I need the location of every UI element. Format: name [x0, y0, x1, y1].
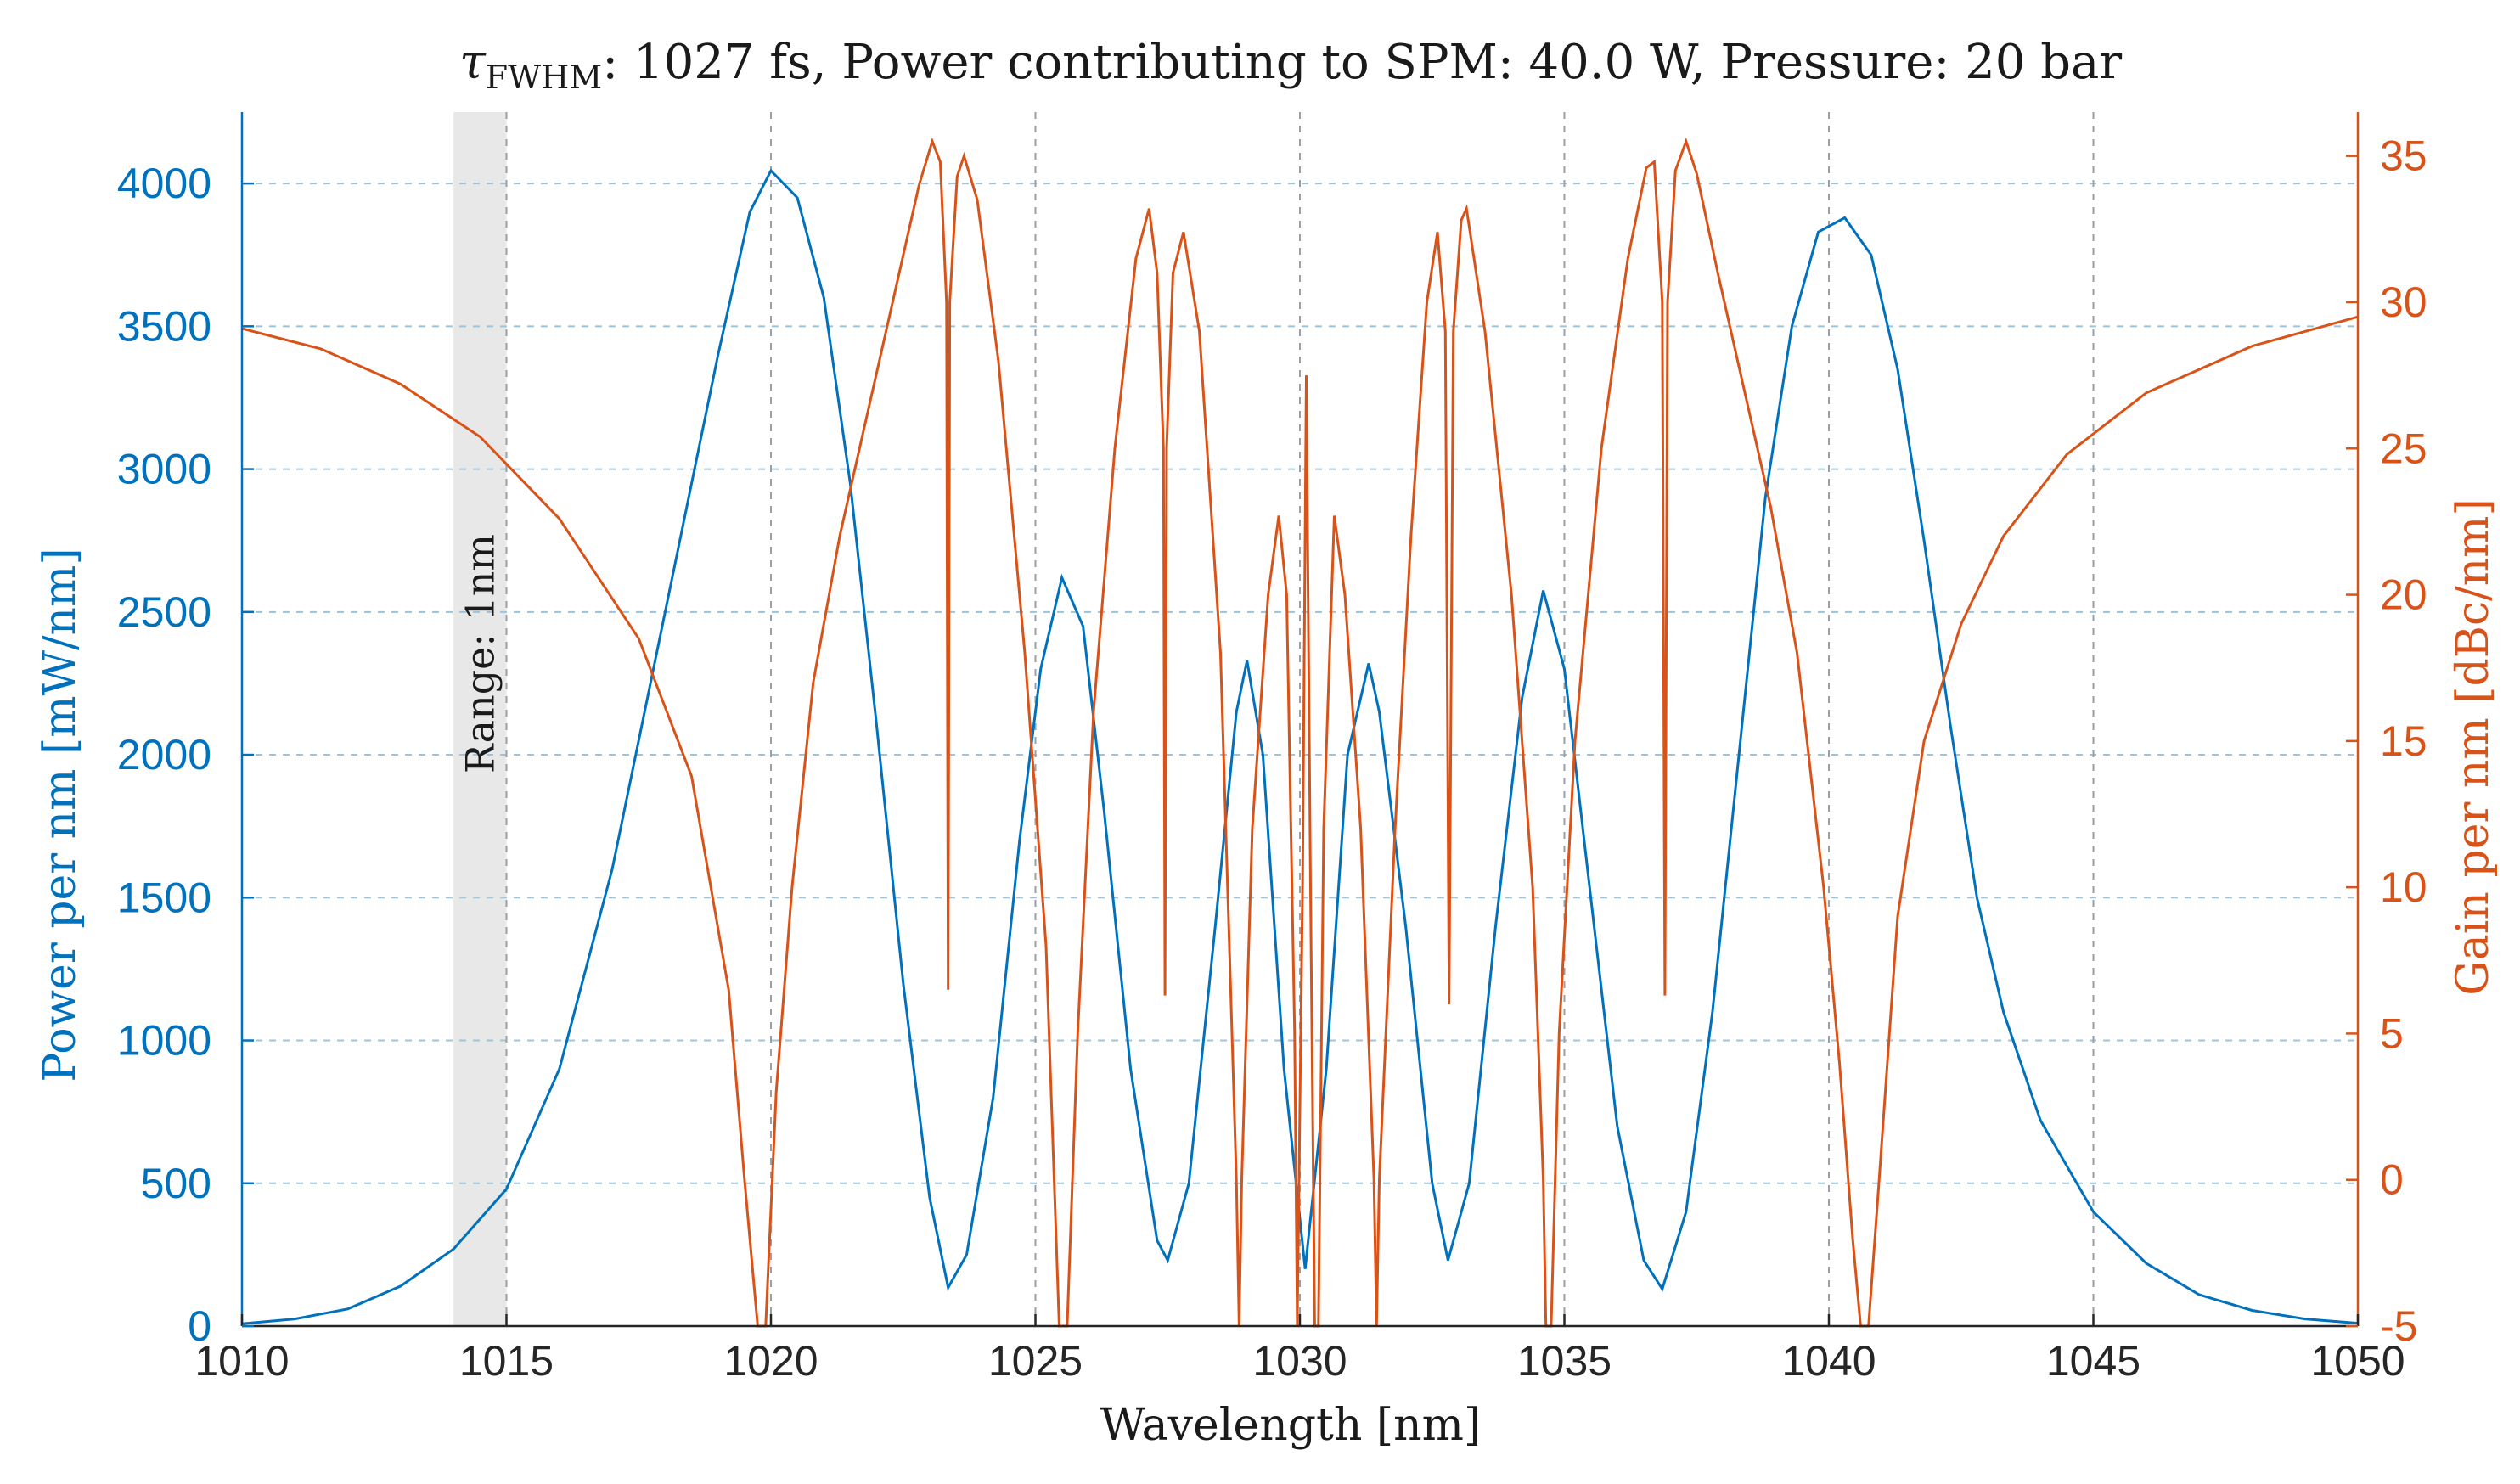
- x-tick-label: 1020: [723, 1337, 818, 1385]
- y-right-tick-label: -5: [2380, 1302, 2417, 1350]
- y-right-tick-label: 10: [2380, 863, 2427, 911]
- y-right-ticks: -5 0 5 10 15 20 25 30 35: [2346, 132, 2427, 1350]
- range-shade: [453, 112, 507, 1326]
- y-left-tick-label: 2500: [117, 588, 211, 636]
- chart-title: τFWHM: 1027 fs, Power contributing to SP…: [459, 35, 2123, 96]
- gain-series-line: [241, 137, 2359, 1328]
- y-right-tick-label: 5: [2380, 1009, 2404, 1057]
- x-tick-label: 1015: [459, 1337, 554, 1385]
- x-tick-label: 1050: [2310, 1337, 2405, 1385]
- y-right-tick-label: 25: [2380, 424, 2427, 472]
- title-subscript: FWHM: [486, 59, 602, 96]
- y-right-tick-label: 0: [2380, 1156, 2404, 1204]
- y-left-tick-label: 2000: [117, 731, 211, 779]
- range-annotation: Range: 1nm: [457, 534, 503, 773]
- y-right-tick-label: 30: [2380, 278, 2427, 326]
- title-rest: : 1027 fs, Power contributing to SPM: 40…: [602, 35, 2122, 90]
- y-right-tick-label: 15: [2380, 717, 2427, 765]
- x-tick-label: 1035: [1517, 1337, 1612, 1385]
- y-left-tick-label: 4000: [117, 160, 211, 207]
- x-tick-label: 1040: [1781, 1337, 1876, 1385]
- y-left-ticks: 0 500 1000 1500 2000 2500 3000 3500 4000: [117, 160, 254, 1350]
- y-left-tick-label: 1000: [117, 1017, 211, 1065]
- y-left-tick-label: 0: [188, 1302, 211, 1350]
- y-left-tick-label: 500: [141, 1160, 211, 1207]
- x-tick-label: 1010: [194, 1337, 289, 1385]
- x-tick-label: 1045: [2046, 1337, 2140, 1385]
- y-right-tick-label: 20: [2380, 571, 2427, 619]
- x-ticks: 1010 1015 1020 1025 1030 1035 1040 1045 1050: [194, 1314, 2405, 1385]
- x-axis-label: Wavelength [nm]: [1100, 1400, 1482, 1451]
- y-left-axis-label: Power per nm [mW/nm]: [35, 548, 86, 1082]
- x-tick-label: 1025: [988, 1337, 1083, 1385]
- y-left-tick-label: 1500: [117, 874, 211, 921]
- x-tick-label: 1030: [1252, 1337, 1347, 1385]
- y-right-axis-label: Gain per nm [dBc/nm]: [2448, 498, 2499, 995]
- y-right-tick-label: 35: [2380, 132, 2427, 180]
- power-series-line: [241, 168, 2359, 1325]
- title-symbol: τ: [459, 35, 487, 90]
- y-left-tick-label: 3500: [117, 302, 211, 350]
- y-left-tick-label: 3000: [117, 446, 211, 493]
